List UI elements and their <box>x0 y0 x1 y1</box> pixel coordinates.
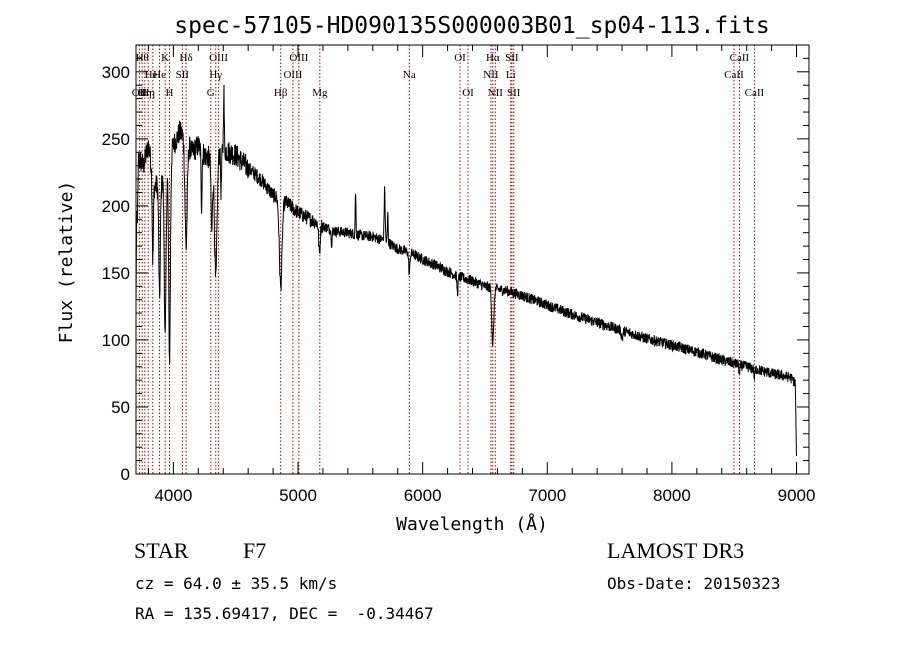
x-tick-label-8000: 8000 <box>653 486 691 505</box>
y-axis-label: Flux (relative) <box>56 181 77 344</box>
x-tick-label-9000: 9000 <box>778 486 816 505</box>
observation-date: Obs-Date: 20150323 <box>607 574 781 593</box>
line-marker-label-7: H <box>166 87 174 99</box>
line-marker-label-20: NII <box>483 69 499 81</box>
x-tick-label-4000: 4000 <box>154 486 192 505</box>
line-marker-label-17: Na <box>403 69 416 81</box>
chart-title: spec-57105-HD090135S000003B01_sp04-113.f… <box>174 13 769 39</box>
line-marker-label-9: Hδ <box>180 52 193 64</box>
y-tick-label-0: 0 <box>121 465 130 484</box>
line-marker-label-25: SII <box>507 87 521 99</box>
y-tick-label-300: 300 <box>102 63 130 82</box>
line-marker-label-8: SII <box>176 69 190 81</box>
line-marker-label-27: CaII <box>730 52 750 64</box>
line-marker-label-28: CaII <box>745 87 765 99</box>
line-marker-label-16: Mg <box>312 87 328 99</box>
y-tick-label-100: 100 <box>102 331 130 350</box>
line-markers <box>138 45 755 474</box>
line-marker-label-21: Hα <box>486 52 500 64</box>
line-marker-label-19: OI <box>462 87 474 99</box>
plot-frame <box>135 44 810 475</box>
line-marker-label-26: CaII <box>724 69 744 81</box>
y-tick-label-200: 200 <box>102 197 130 216</box>
line-marker-label-13: Hβ <box>274 87 288 99</box>
line-marker-label-1: Hθ <box>136 52 149 64</box>
y-tick-label-50: 50 <box>111 398 130 417</box>
line-marker-label-2: Hη <box>138 87 152 99</box>
line-marker-label-22: NII <box>488 87 504 99</box>
line-marker-label-3: Hη <box>141 87 155 99</box>
object-type: STAR <box>134 538 189 563</box>
line-marker-label-23: Li <box>506 69 516 81</box>
survey-name: LAMOST DR3 <box>607 538 745 563</box>
coordinates-readout: RA = 135.69417, DEC = -0.34467 <box>135 604 434 623</box>
line-marker-label-4: HeI <box>145 69 162 81</box>
y-tick-label-150: 150 <box>102 264 130 283</box>
spectral-subclass: F7 <box>243 538 267 563</box>
line-marker-label-5: He <box>153 69 166 81</box>
redshift-readout: cz = 64.0 ± 35.5 km/s <box>135 574 338 593</box>
spectrum-series <box>135 84 797 457</box>
line-marker-label-6: K <box>161 52 169 64</box>
x-tick-label-5000: 5000 <box>279 486 317 505</box>
line-marker-label-10: G <box>207 87 215 99</box>
line-marker-label-18: OI <box>454 52 466 64</box>
x-tick-label-6000: 6000 <box>404 486 442 505</box>
line-marker-label-11: Hγ <box>209 69 222 81</box>
line-marker-label-12: OIII <box>209 52 228 64</box>
axis-ticks <box>136 45 809 475</box>
x-axis-label: Wavelength (Å) <box>396 513 548 535</box>
axis-tick-labels: 4000 5000 6000 7000 8000 9000 0 50 100 150 200 250 3… <box>102 63 816 505</box>
line-marker-label-15: OIII <box>289 52 308 64</box>
x-tick-label-7000: 7000 <box>528 486 566 505</box>
y-tick-label-250: 250 <box>102 130 130 149</box>
line-marker-labels: OIIHθHηHηHeIHeKHSIIHδGHγOIIIHβOIIIOIIIMg… <box>132 52 765 99</box>
line-marker-label-14: OIII <box>283 69 302 81</box>
line-marker-label-24: SII <box>505 52 519 64</box>
